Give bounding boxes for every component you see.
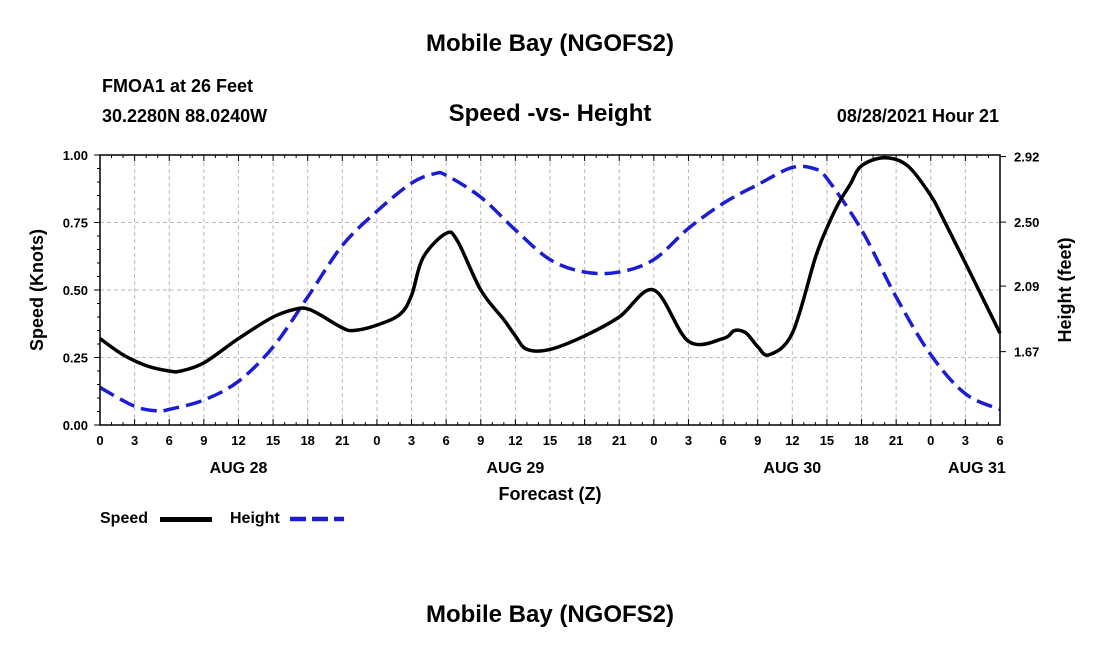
y-right-tick-label: 1.67: [1014, 345, 1039, 360]
x-tick-label: 6: [996, 433, 1003, 448]
x-tick-label: 21: [335, 433, 349, 448]
x-tick-label: 15: [543, 433, 557, 448]
speed-series-line: [98, 155, 1002, 374]
legend-speed-label: Speed: [100, 510, 149, 527]
y-left-tick-label: 0.00: [63, 418, 88, 433]
x-tick-label: 21: [612, 433, 626, 448]
y-left-tick-label: 0.50: [63, 283, 88, 298]
x-date-label: AUG 30: [763, 460, 821, 477]
y-axis-right-label: Height (feet): [1055, 238, 1075, 343]
x-tick-label: 18: [300, 433, 314, 448]
y-left-tick-label: 0.25: [63, 351, 88, 366]
y-right-tick-label: 2.92: [1014, 150, 1039, 165]
legend-height-swatch: [290, 516, 344, 522]
axis-ticks: 0 3 6 9 12 15 18 21 0 3 6 9 12 15 18 21 0 3 6 9 12 15 18 21 0 3 6 0…: [63, 148, 1040, 477]
x-tick-label: 12: [508, 433, 522, 448]
x-tick-label: 3: [131, 433, 138, 448]
chart-title-bottom: Mobile Bay (NGOFS2): [425, 601, 675, 628]
x-tick-label: 21: [889, 433, 903, 448]
forecast-datetime: 08/28/2021 Hour 21: [836, 106, 999, 126]
y-right-tick-label: 2.50: [1014, 215, 1039, 230]
station-label: FMOA1 at 26 Feet: [102, 76, 254, 96]
x-tick-label: 9: [477, 433, 484, 448]
x-tick-label: 12: [785, 433, 799, 448]
y-right-tick-label: 2.09: [1014, 279, 1039, 294]
x-date-label: AUG 28: [210, 460, 268, 477]
x-tick-label: 9: [754, 433, 761, 448]
legend-height-label: Height: [230, 510, 280, 527]
x-tick-label: 6: [719, 433, 726, 448]
x-date-label: AUG 29: [486, 460, 544, 477]
x-tick-label: 15: [266, 433, 280, 448]
y-axis-left-label: Speed (Knots): [27, 229, 47, 351]
x-tick-label: 9: [200, 433, 207, 448]
y-left-tick-label: 1.00: [63, 148, 88, 163]
x-tick-label: 15: [820, 433, 834, 448]
series-layer: [98, 155, 1002, 413]
x-tick-label: 6: [443, 433, 450, 448]
x-tick-label: 3: [685, 433, 692, 448]
x-tick-label: 3: [408, 433, 415, 448]
grid-lines: [100, 155, 1000, 425]
x-tick-label: 6: [166, 433, 173, 448]
x-tick-label: 18: [577, 433, 591, 448]
height-series-line: [99, 164, 1001, 413]
x-axis-label: Forecast (Z): [498, 484, 601, 504]
x-tick-label: 18: [854, 433, 868, 448]
x-tick-label: 12: [231, 433, 245, 448]
chart-title-top: Mobile Bay (NGOFS2): [425, 30, 675, 57]
x-tick-label: 0: [927, 433, 934, 448]
x-date-label: AUG 31: [948, 460, 1006, 477]
legend-speed-swatch: [160, 517, 212, 522]
chart-subtitle: Speed -vs- Height: [448, 100, 652, 127]
x-tick-label: 0: [96, 433, 103, 448]
x-tick-label: 0: [650, 433, 657, 448]
x-tick-label: 0: [373, 433, 380, 448]
station-coords: 30.2280N 88.0240W: [102, 106, 268, 126]
x-tick-label: 3: [962, 433, 969, 448]
y-left-tick-label: 0.75: [63, 216, 88, 231]
